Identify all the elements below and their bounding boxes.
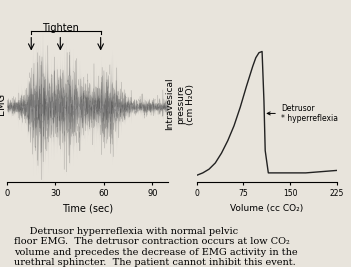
Y-axis label: Integrated
EMG: Integrated EMG	[0, 78, 6, 130]
Y-axis label: Intravesical
pressure
(cm H₂O): Intravesical pressure (cm H₂O)	[165, 78, 195, 131]
X-axis label: Volume (cc CO₂): Volume (cc CO₂)	[230, 204, 303, 213]
X-axis label: Time (sec): Time (sec)	[62, 204, 113, 214]
Text: Tighten: Tighten	[42, 23, 79, 33]
Text: Detrusor hyperreflexia with normal pelvic
floor EMG.  The detrusor contraction o: Detrusor hyperreflexia with normal pelvi…	[14, 227, 298, 267]
Text: Detrusor
* hyperreflexia: Detrusor * hyperreflexia	[267, 104, 338, 123]
